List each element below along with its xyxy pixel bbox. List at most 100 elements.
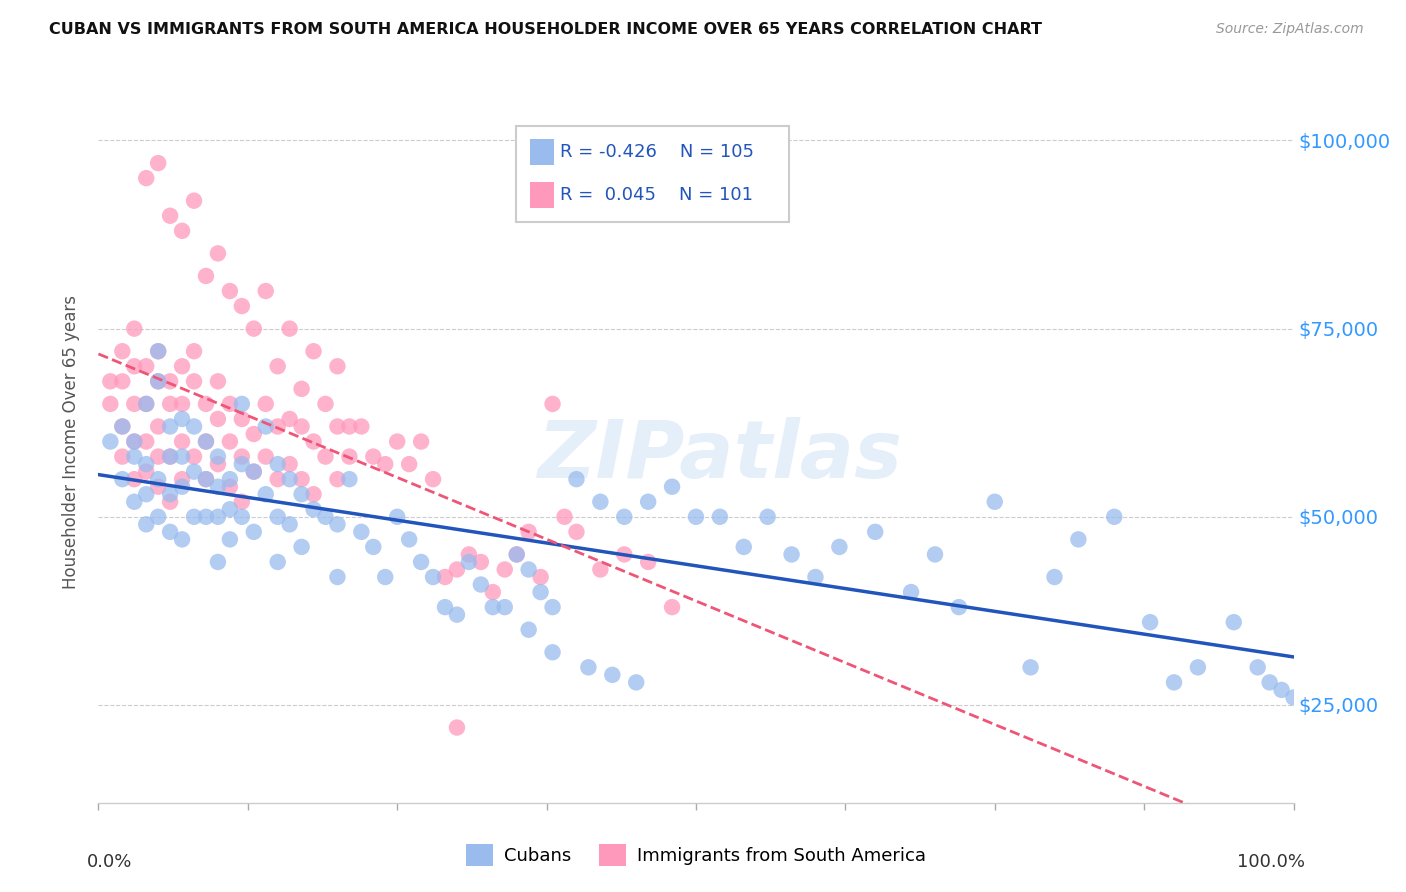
Point — [326, 570, 349, 584]
Point — [326, 359, 349, 374]
Point — [565, 472, 588, 486]
Point — [111, 344, 134, 359]
Point — [135, 434, 157, 449]
Point — [541, 645, 564, 659]
Point — [111, 472, 134, 486]
Point — [578, 660, 600, 674]
Point — [254, 450, 277, 464]
Point — [326, 517, 349, 532]
Point — [267, 509, 290, 524]
Point — [124, 321, 146, 335]
Point — [350, 419, 373, 434]
Point — [1247, 660, 1270, 674]
Point — [135, 465, 157, 479]
Point — [302, 487, 325, 501]
Point — [506, 548, 529, 562]
Point — [195, 268, 218, 283]
Point — [385, 434, 409, 449]
Point — [254, 397, 277, 411]
Point — [458, 555, 481, 569]
Point — [685, 509, 707, 524]
Point — [243, 427, 266, 442]
Point — [411, 555, 433, 569]
Point — [291, 419, 314, 434]
Point — [291, 382, 314, 396]
Point — [339, 419, 361, 434]
Point — [148, 472, 170, 486]
Point — [530, 585, 553, 599]
Point — [159, 450, 181, 464]
Point — [278, 472, 301, 486]
Point — [243, 465, 266, 479]
Point — [219, 472, 242, 486]
Point — [207, 374, 229, 388]
Point — [195, 434, 218, 449]
Point — [1019, 660, 1042, 674]
Point — [339, 472, 361, 486]
Point — [195, 397, 218, 411]
Point — [148, 419, 170, 434]
Point — [1067, 533, 1090, 547]
Point — [278, 412, 301, 426]
Text: R =  0.045    N = 101: R = 0.045 N = 101 — [560, 186, 754, 203]
Point — [541, 600, 564, 615]
Point — [434, 600, 457, 615]
Point — [446, 721, 468, 735]
Point — [254, 284, 277, 298]
Point — [470, 577, 492, 591]
Point — [398, 457, 420, 471]
Point — [243, 465, 266, 479]
Text: ZIPatlas: ZIPatlas — [537, 417, 903, 495]
Point — [148, 374, 170, 388]
Point — [1104, 509, 1126, 524]
Point — [124, 359, 146, 374]
Point — [124, 494, 146, 508]
Point — [183, 194, 205, 208]
Point — [183, 419, 205, 434]
Point — [159, 487, 181, 501]
Point — [135, 171, 157, 186]
Point — [865, 524, 887, 539]
Point — [219, 533, 242, 547]
Point — [148, 509, 170, 524]
Point — [231, 494, 253, 508]
Point — [124, 472, 146, 486]
Point — [219, 480, 242, 494]
Point — [613, 509, 636, 524]
Point — [159, 524, 181, 539]
Point — [924, 548, 946, 562]
Point — [148, 344, 170, 359]
Point — [231, 299, 253, 313]
Point — [159, 209, 181, 223]
Point — [135, 359, 157, 374]
Point — [315, 450, 337, 464]
Point — [470, 555, 492, 569]
Point — [589, 562, 612, 576]
Point — [148, 450, 170, 464]
Point — [111, 419, 134, 434]
Point — [98, 434, 122, 449]
Point — [172, 359, 194, 374]
Point — [159, 494, 181, 508]
Point — [458, 548, 481, 562]
Point — [278, 457, 301, 471]
Point — [172, 412, 194, 426]
Point — [267, 419, 290, 434]
Point — [661, 480, 683, 494]
Point — [481, 585, 505, 599]
Point — [159, 419, 181, 434]
Point — [517, 562, 540, 576]
Point — [363, 540, 385, 554]
Point — [195, 472, 218, 486]
Point — [984, 494, 1007, 508]
Point — [626, 675, 648, 690]
Text: 0.0%: 0.0% — [87, 854, 132, 871]
Point — [589, 494, 612, 508]
Point — [111, 419, 134, 434]
Point — [231, 450, 253, 464]
Point — [148, 344, 170, 359]
Point — [267, 359, 290, 374]
Point — [315, 509, 337, 524]
Point — [172, 397, 194, 411]
Point — [243, 524, 266, 539]
